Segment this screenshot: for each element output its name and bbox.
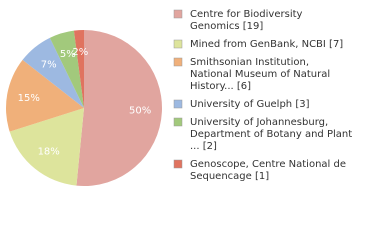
legend-swatch <box>173 117 183 127</box>
slice-label: 7% <box>41 59 57 70</box>
legend-swatch <box>173 39 183 49</box>
slice-label: 50% <box>129 106 151 117</box>
legend-swatch <box>173 57 183 67</box>
legend-label: ... [2] <box>190 141 217 152</box>
legend-label: Department of Botany and Plant <box>190 129 352 140</box>
legend-label: University of Guelph [3] <box>190 99 310 110</box>
slice-label: 18% <box>38 147 60 158</box>
pie-slice <box>73 30 84 108</box>
legend-label: Sequencage [1] <box>190 171 269 182</box>
legend-label: Centre for Biodiversity <box>190 9 303 20</box>
legend-label: Genoscope, Centre National de <box>190 159 346 170</box>
slice-label: 15% <box>18 93 40 104</box>
legend-swatch <box>173 99 183 109</box>
pie-slice <box>6 59 85 132</box>
pie-slice <box>49 30 84 108</box>
pie-slice <box>9 108 85 186</box>
slice-label: 5% <box>60 49 76 60</box>
slice-label: 2% <box>72 47 88 58</box>
pie-slice <box>22 37 84 109</box>
legend-label: National Museum of Natural <box>190 69 330 80</box>
legend-label: Smithsonian Institution, <box>190 57 309 68</box>
legend-label: University of Johannesburg, <box>190 117 328 128</box>
legend-swatch <box>173 159 183 169</box>
legend-swatch <box>173 9 183 19</box>
pie-slice <box>76 30 163 186</box>
legend-label: History... [6] <box>190 81 251 92</box>
legend-label: Genomics [19] <box>190 21 263 32</box>
legend-label: Mined from GenBank, NCBI [7] <box>190 39 343 50</box>
